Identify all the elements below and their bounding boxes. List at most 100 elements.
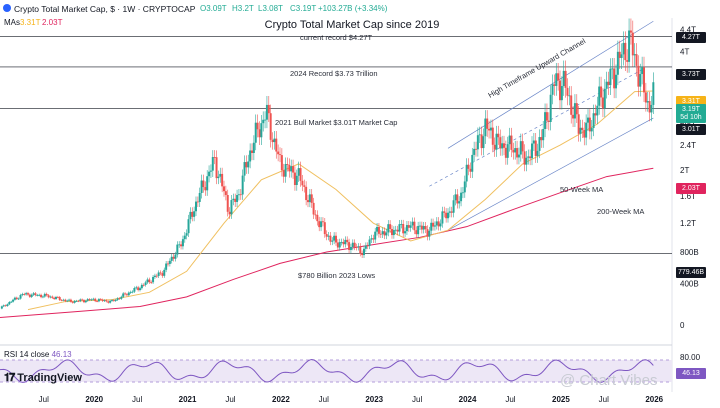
price-tag: 779.46B [676,267,706,278]
candle-body [307,200,309,203]
candle-body [8,302,11,305]
candle-body [497,133,500,138]
candle-body [146,279,149,283]
candle-body [600,86,603,98]
candle-body [75,300,78,302]
x-tick-label: 2026 [645,395,664,404]
x-tick-label: Jul [318,395,329,404]
candle-body [402,223,405,234]
candle-body [379,233,382,235]
candle-body [585,122,588,138]
candle-body [232,198,235,201]
candle-body [588,117,591,132]
candle-body [12,299,15,302]
ohlc-open: O3.09T [200,4,227,13]
channel-annotation: High Timeframe Upward Channel [487,36,588,99]
candle-body [618,51,621,58]
candle-body [140,284,143,289]
candle-body [111,300,113,301]
candle-body [193,211,196,217]
candle-body [21,294,24,296]
candle-body [568,95,571,97]
x-tick-label: 2020 [85,395,104,404]
candle-body [79,299,82,302]
candle-body [551,84,554,95]
candle-body [596,105,599,116]
candle-body [430,222,433,231]
candle-body [603,88,606,109]
candle-body [96,301,99,302]
candle-body [422,226,425,230]
tradingview-logo[interactable]: 𝟏𝟕 TradingView [4,372,82,385]
candle-body [553,84,556,86]
candle-body [32,293,35,295]
x-tick-label: 2021 [178,395,197,404]
candle-body [139,288,141,291]
candle-body [437,221,440,227]
watermark: @ Chart Vibes [560,372,658,389]
candle-body [611,68,614,70]
candle-body [196,201,199,203]
candle-body [374,231,377,240]
x-tick-label: Jul [132,395,143,404]
candle-body [370,238,373,240]
candle-body [316,214,319,222]
candle-body [635,54,638,66]
candle-body [381,231,384,235]
candle-body [424,226,427,230]
y-tick-label: 800B [680,248,699,257]
x-tick-label: Jul [38,395,49,404]
candle-body [267,104,270,114]
x-tick-label: 2022 [272,395,290,404]
candle-body [109,300,112,303]
candle-body [103,300,106,302]
candle-body [426,229,429,237]
candle-body [262,119,265,124]
y-tick-label: 2.4T [680,141,696,150]
x-tick-label: Jul [598,395,609,404]
candle-body [452,200,455,213]
candle-body [243,162,246,176]
candle-body [475,148,477,150]
candle-body [575,103,578,115]
candle-body [510,135,513,150]
candle-body [639,74,642,87]
candle-body [23,294,26,295]
candle-body [191,211,194,217]
candle-body [277,151,280,155]
ma50-value: 3.31T [20,18,41,27]
candle-body [94,298,97,302]
candle-body [398,224,401,232]
symbol-title[interactable]: Crypto Total Market Cap, $ · 1W · CRYPTO… [14,4,196,14]
candle-body [620,54,623,58]
candle-body [127,292,130,296]
candle-body [107,301,110,303]
candle-body [644,92,647,103]
candle-body [377,226,380,234]
candle-body [570,95,573,115]
y-tick-label: 2T [680,166,689,175]
candle-body [101,299,104,301]
candle-body [538,137,541,151]
candle-body [628,30,631,62]
candle-body [493,144,496,150]
candle-body [305,186,308,201]
y-tick-label: 0 [680,321,685,330]
candle-body [435,221,438,226]
candle-body [605,81,608,89]
indicator-label[interactable]: MAs [4,18,20,27]
candle-body [189,211,192,220]
candle-body [648,101,651,113]
time-axis[interactable]: Jul 2020 Jul 2021 Jul 2022 Jul 2023 Jul 2024 Jul 20… [0,392,720,408]
candle-body [609,68,612,86]
price-tag: 5d 10h [676,112,706,123]
candle-body [549,94,552,122]
candle-body [10,301,13,303]
candle-body [616,51,619,75]
candle-body [385,232,388,236]
candle-body [312,202,315,215]
candle-body [413,221,416,231]
candle-body [209,170,212,172]
candle-body [476,135,479,150]
